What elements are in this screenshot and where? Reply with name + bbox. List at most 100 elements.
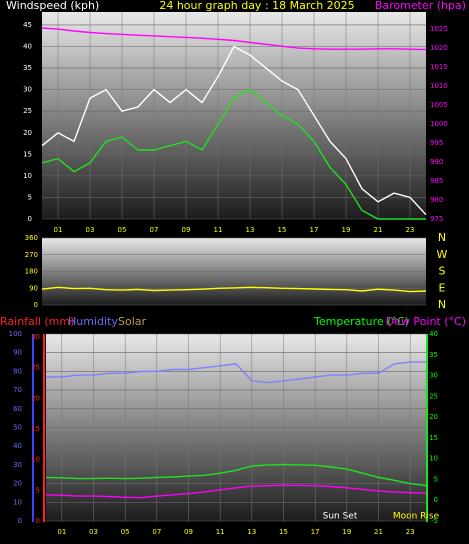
- humidity-label: Humidity: [68, 315, 118, 328]
- y-tick-label: 40: [23, 43, 32, 51]
- series-line: [41, 45, 427, 216]
- y2-tick-label: 1015: [430, 63, 448, 71]
- y-tick-label: 100: [9, 330, 22, 338]
- y2-tick-label: 985: [430, 177, 443, 185]
- y-tick-label: 360: [25, 234, 38, 242]
- dewpoint-label: Dew Point (°C): [386, 315, 466, 328]
- y2-tick-label: 1010: [430, 82, 448, 90]
- barometer-label: Barometer (hpa): [375, 0, 466, 12]
- y2-tick-label: 25: [429, 392, 438, 400]
- x-tick-label: 05: [121, 528, 130, 536]
- y2-tick-label: 0: [434, 496, 438, 504]
- y-tick-label: 90: [13, 349, 22, 357]
- y3-tick-label: 5: [36, 486, 40, 494]
- y2-tick-label: 10: [429, 455, 438, 463]
- y-tick-label: 5: [28, 193, 32, 201]
- x-tick-label: 03: [86, 226, 95, 234]
- y-tick-label: 0: [34, 301, 38, 309]
- solar-label: Solar: [118, 315, 147, 328]
- x-tick-label: 17: [310, 226, 319, 234]
- y2-tick-label: 5: [434, 475, 438, 483]
- y3-tick-label: 20: [31, 394, 40, 402]
- sun-set: Sun Set: [323, 512, 358, 522]
- y2-tick-label: E: [439, 281, 446, 294]
- y2-tick-label: 1025: [430, 25, 448, 33]
- x-tick-label: 13: [246, 226, 255, 234]
- y2-tick-label: 35: [429, 351, 438, 359]
- y2-tick-label: 40: [429, 330, 438, 338]
- y-tick-label: 10: [13, 498, 22, 506]
- y-tick-label: 25: [23, 107, 32, 115]
- y2-tick-label: N: [438, 298, 446, 311]
- x-tick-label: 11: [216, 528, 225, 536]
- y-tick-label: 20: [13, 480, 22, 488]
- series-line: [45, 484, 427, 499]
- y2-tick-label: -5: [431, 517, 438, 525]
- y2-tick-label: 975: [430, 215, 443, 223]
- y2-tick-label: 20: [429, 413, 438, 421]
- temperature-label: Temperature (°C): [313, 315, 409, 328]
- series-line: [41, 88, 426, 220]
- series-line: [45, 463, 427, 487]
- y3-tick-label: 0: [36, 517, 40, 525]
- y3-tick-label: 15: [31, 425, 40, 433]
- x-tick-label: 19: [342, 528, 351, 536]
- x-tick-label: 17: [311, 528, 320, 536]
- moon-rise: Moon Rise: [393, 512, 440, 522]
- x-tick-label: 19: [342, 226, 351, 234]
- y-tick-label: 50: [13, 424, 22, 432]
- y-tick-label: 70: [13, 386, 22, 394]
- y-tick-label: 40: [13, 442, 22, 450]
- x-tick-label: 21: [374, 226, 383, 234]
- y2-tick-label: N: [438, 231, 446, 244]
- x-tick-label: 15: [279, 528, 288, 536]
- title: 24 hour graph day : 18 March 2025: [159, 0, 354, 12]
- x-tick-label: 05: [118, 226, 127, 234]
- rainfall-label: Rainfall (mm): [0, 315, 74, 328]
- x-tick-label: 07: [152, 528, 161, 536]
- y-tick-label: 0: [28, 215, 32, 223]
- x-tick-label: 07: [150, 226, 159, 234]
- y-tick-label: 15: [23, 150, 32, 158]
- series-line: [46, 361, 426, 384]
- x-tick-label: 13: [247, 528, 256, 536]
- y-tick-label: 270: [25, 251, 38, 259]
- x-tick-label: 01: [57, 528, 66, 536]
- x-tick-label: 09: [182, 226, 191, 234]
- y2-tick-label: 30: [429, 372, 438, 380]
- y2-tick-label: 1020: [430, 44, 448, 52]
- y2-tick-label: 990: [430, 158, 443, 166]
- series-line: [41, 27, 427, 51]
- y-tick-label: 60: [13, 405, 22, 413]
- x-tick-label: 01: [54, 226, 63, 234]
- y2-tick-label: 15: [429, 434, 438, 442]
- plot-area: [42, 12, 426, 219]
- y2-tick-label: 980: [430, 196, 443, 204]
- series-line: [41, 286, 427, 293]
- x-tick-label: 11: [214, 226, 223, 234]
- windspeed-label: Windspeed (kph): [6, 0, 99, 12]
- y-tick-label: 35: [23, 64, 32, 72]
- y-tick-label: 80: [13, 367, 22, 375]
- y-tick-label: 30: [23, 86, 32, 94]
- x-tick-label: 03: [89, 528, 98, 536]
- y2-tick-label: 995: [430, 139, 443, 147]
- y3-tick-label: 10: [31, 456, 40, 464]
- y-tick-label: 10: [23, 172, 32, 180]
- x-tick-label: 09: [184, 528, 193, 536]
- y-tick-label: 30: [13, 461, 22, 469]
- y-tick-label: 90: [29, 284, 38, 292]
- y2-tick-label: 1000: [430, 120, 448, 128]
- x-tick-label: 21: [374, 528, 383, 536]
- y-tick-label: 20: [23, 129, 32, 137]
- y2-tick-label: 1005: [430, 101, 448, 109]
- y3-tick-label: 30: [31, 333, 40, 341]
- y-tick-label: 180: [25, 268, 38, 276]
- y-tick-label: 45: [23, 21, 32, 29]
- x-tick-label: 23: [406, 528, 415, 536]
- x-tick-label: 23: [406, 226, 415, 234]
- y-tick-label: 0: [18, 517, 22, 525]
- y2-tick-label: W: [437, 248, 448, 261]
- y3-tick-label: 25: [31, 364, 40, 372]
- y2-tick-label: S: [439, 265, 446, 278]
